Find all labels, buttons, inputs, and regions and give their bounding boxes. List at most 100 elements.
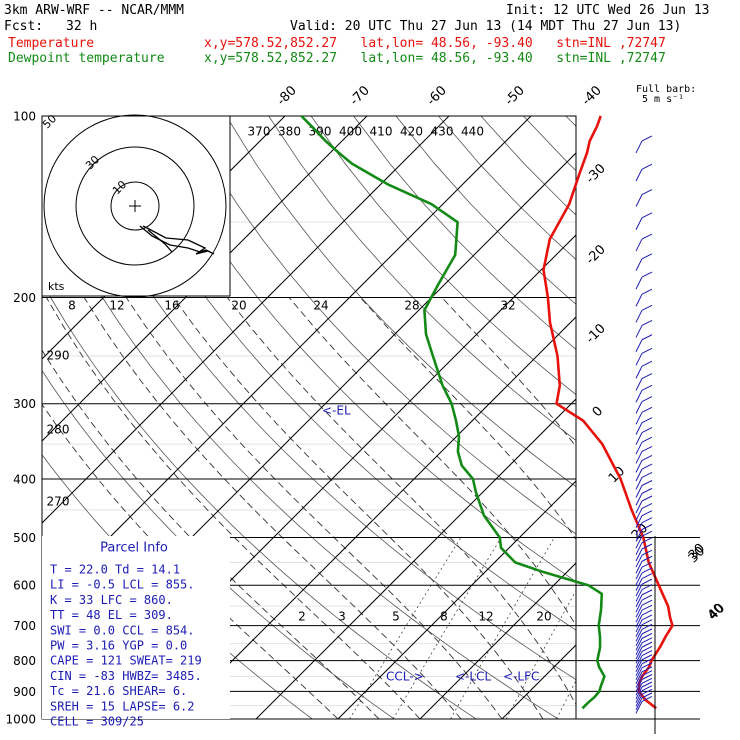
mixing-ratio-line xyxy=(392,537,502,719)
moist-adiabat-line xyxy=(226,297,576,706)
wind-barb-flag xyxy=(641,495,653,502)
isotherm-line xyxy=(42,116,368,442)
mixing-ratio-label: 24 xyxy=(313,299,328,313)
wind-barb-flag xyxy=(641,604,653,611)
wind-barb-flag xyxy=(641,253,653,260)
lcl-marker: <-LCL xyxy=(455,670,491,684)
hodograph-ring xyxy=(110,181,160,231)
theta-e-label: 380 xyxy=(278,125,301,139)
lfc-marker: <-LFC xyxy=(503,670,539,684)
pressure-tick-label: 300 xyxy=(13,397,36,411)
wind-barb-shaft xyxy=(635,401,643,414)
mixing-ratio-label: 8 xyxy=(440,610,448,624)
isotherm-label: 10 xyxy=(606,464,628,486)
mixing-ratio-label: 2 xyxy=(298,610,306,624)
wind-barb-shaft xyxy=(635,619,643,633)
full-barb-label: Full barb: xyxy=(636,84,697,95)
dry-adiabat-line xyxy=(56,116,576,681)
wind-barb-flag xyxy=(641,384,653,391)
wind-barb-flag xyxy=(641,189,653,196)
wind-barb-flag xyxy=(641,599,653,606)
dry-adiabat-line xyxy=(565,116,576,127)
theta-e-label: 370 xyxy=(248,125,271,139)
wind-barb-shaft xyxy=(635,578,643,591)
wind-barb-shaft xyxy=(635,378,643,391)
wind-barb-flag xyxy=(641,589,653,596)
isotherm-label: -30 xyxy=(583,161,609,187)
wind-barbs xyxy=(635,135,653,714)
wind-barb-shaft xyxy=(635,258,643,272)
mixing-ratio-label: 5 xyxy=(392,610,400,624)
temperature-profile-line xyxy=(542,115,674,710)
moist-adiabat-line xyxy=(42,403,339,719)
parcel-info-line: PW = 3.16 YGP = 0.0 xyxy=(50,639,187,653)
pressure-tick-label: 500 xyxy=(13,531,36,545)
theta-e-label: 410 xyxy=(370,125,393,139)
pressure-tick-label: 600 xyxy=(13,579,36,593)
wind-barb-shaft xyxy=(635,638,643,651)
wind-barb-shaft xyxy=(635,325,643,338)
wind-barb-shaft xyxy=(635,599,643,613)
wind-barb-flag xyxy=(641,406,653,413)
wind-barb-flag xyxy=(641,670,653,677)
pressure-tick-label: 200 xyxy=(13,291,36,305)
wind-barb-flag xyxy=(641,510,653,517)
wind-barb-shaft xyxy=(635,548,643,562)
wind-barb-shaft xyxy=(635,572,643,586)
mixing-ratio-label: 3 xyxy=(338,610,346,624)
wind-barb-flag xyxy=(641,524,653,530)
wind-barb-shaft xyxy=(635,667,643,681)
wind-barb-shaft xyxy=(635,542,643,555)
mixing-ratio-line xyxy=(349,537,462,719)
wind-barb-shaft xyxy=(635,614,643,628)
dry-adiabat-line xyxy=(310,116,576,396)
mixing-ratio-label: 32 xyxy=(500,299,515,313)
wind-barb-flag xyxy=(641,654,653,661)
theta-label: 280 xyxy=(47,423,70,437)
wind-barb-shaft xyxy=(635,655,643,668)
wind-barb-shaft xyxy=(635,671,643,685)
wind-barb-shaft xyxy=(635,500,643,514)
isotherm-line xyxy=(42,116,450,524)
wind-barb-shaft xyxy=(635,561,643,574)
wind-barb-flag xyxy=(641,135,653,142)
wind-barb-shaft xyxy=(635,659,643,672)
wind-barb-shaft xyxy=(635,589,643,602)
wind-barb-shaft xyxy=(635,554,643,568)
wind-barb-shaft xyxy=(635,629,643,642)
hodograph-ring xyxy=(75,146,195,266)
wind-axis-label: 40 xyxy=(705,601,727,623)
wind-barb-shaft xyxy=(635,642,643,656)
wind-barb-shaft xyxy=(635,194,643,207)
wind-barb-shaft xyxy=(635,624,643,637)
wind-barb-flag xyxy=(641,688,653,695)
theta-e-label: 420 xyxy=(400,125,423,139)
wind-barb-shaft xyxy=(635,633,643,647)
isotherm-label: -80 xyxy=(274,83,300,109)
dry-adiabat-line xyxy=(608,116,740,719)
mixing-ratio-label: 12 xyxy=(109,299,124,313)
wind-barb-shaft xyxy=(635,493,643,506)
parcel-info-line: SWI = 0.0 CCL = 854. xyxy=(50,623,195,637)
wind-barb-flag xyxy=(641,561,653,568)
isotherm-line xyxy=(419,562,576,719)
parcel-info-title: Parcel Info xyxy=(100,541,168,556)
isotherm-label: 0 xyxy=(590,404,606,420)
wind-barb-shaft xyxy=(635,460,643,473)
wind-barb-flag xyxy=(641,233,653,240)
hodograph-trace xyxy=(139,225,215,255)
dry-adiabat-line xyxy=(98,116,576,631)
wind-barb-flag xyxy=(641,632,653,639)
wind-barb-shaft xyxy=(635,468,643,482)
wind-barb-flag xyxy=(641,471,653,478)
isotherm-line xyxy=(42,116,532,606)
parcel-info-line: K = 33 LFC = 860. xyxy=(50,593,173,607)
wind-barb-shaft xyxy=(635,651,643,664)
pressure-tick-label: 700 xyxy=(13,619,36,633)
wind-barb-shaft xyxy=(635,535,643,549)
legend-dewpoint-location: x,y=578.52,852.27 lat,lon= 48.56, -93.40… xyxy=(204,51,666,66)
wind-barb-flag xyxy=(641,692,653,699)
wind-barb-flag xyxy=(641,609,653,616)
wind-barb-flag xyxy=(641,614,653,621)
